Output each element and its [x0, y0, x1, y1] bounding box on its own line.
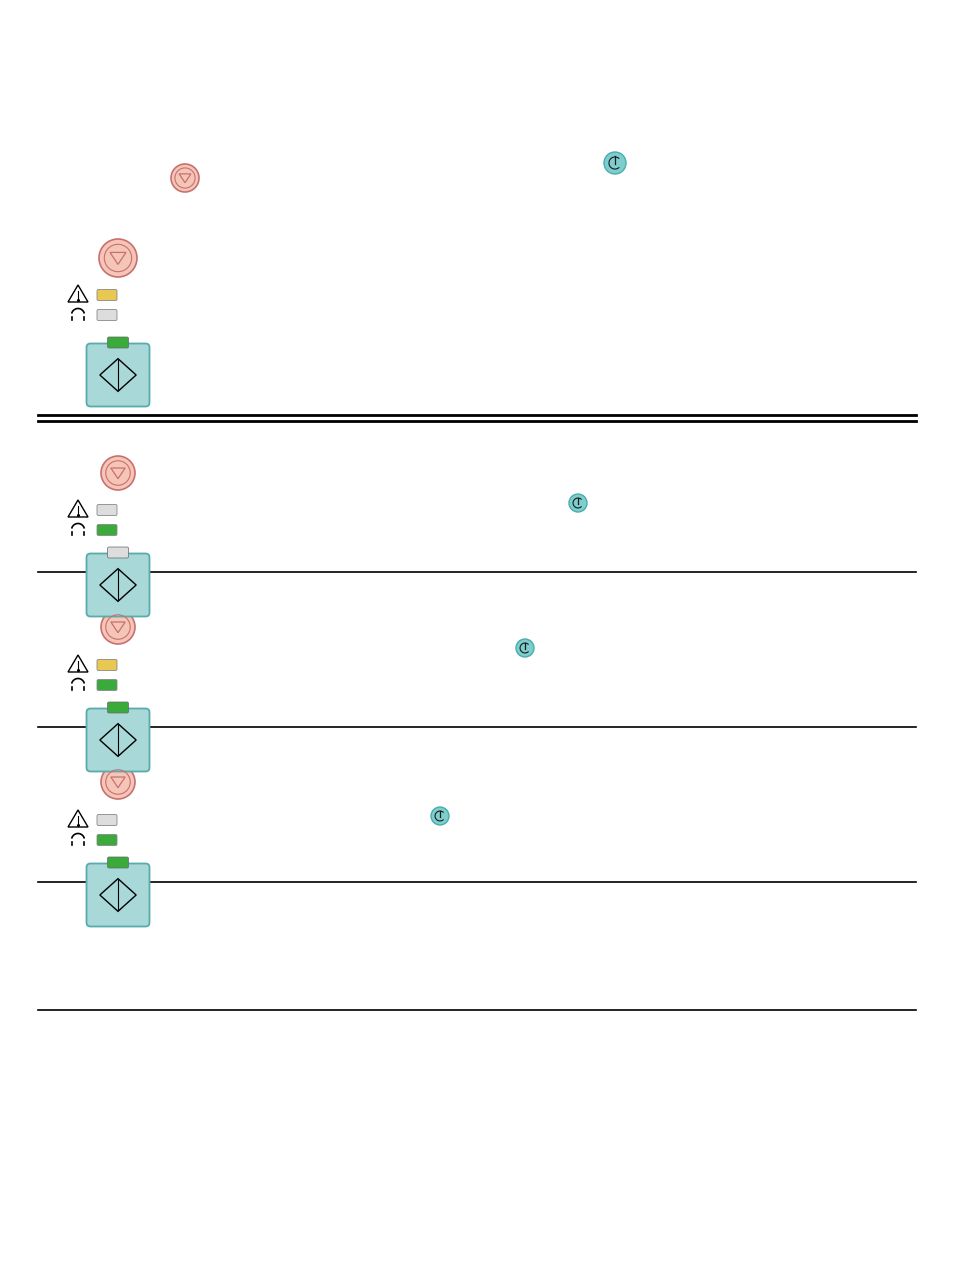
FancyBboxPatch shape: [97, 504, 117, 516]
FancyBboxPatch shape: [87, 554, 150, 616]
Circle shape: [101, 610, 135, 644]
FancyBboxPatch shape: [97, 679, 117, 691]
Circle shape: [603, 152, 625, 174]
FancyBboxPatch shape: [97, 814, 117, 826]
Circle shape: [431, 806, 449, 826]
Circle shape: [101, 456, 135, 490]
Circle shape: [516, 639, 534, 657]
FancyBboxPatch shape: [108, 857, 129, 867]
FancyBboxPatch shape: [87, 709, 150, 771]
FancyBboxPatch shape: [97, 525, 117, 536]
FancyBboxPatch shape: [87, 864, 150, 927]
Circle shape: [99, 239, 137, 277]
Circle shape: [101, 765, 135, 799]
FancyBboxPatch shape: [108, 337, 129, 348]
FancyBboxPatch shape: [108, 702, 129, 712]
FancyBboxPatch shape: [97, 290, 117, 301]
FancyBboxPatch shape: [97, 310, 117, 320]
Circle shape: [171, 164, 199, 192]
FancyBboxPatch shape: [87, 343, 150, 406]
FancyBboxPatch shape: [108, 547, 129, 558]
FancyBboxPatch shape: [97, 659, 117, 671]
Circle shape: [568, 494, 586, 512]
FancyBboxPatch shape: [97, 834, 117, 846]
